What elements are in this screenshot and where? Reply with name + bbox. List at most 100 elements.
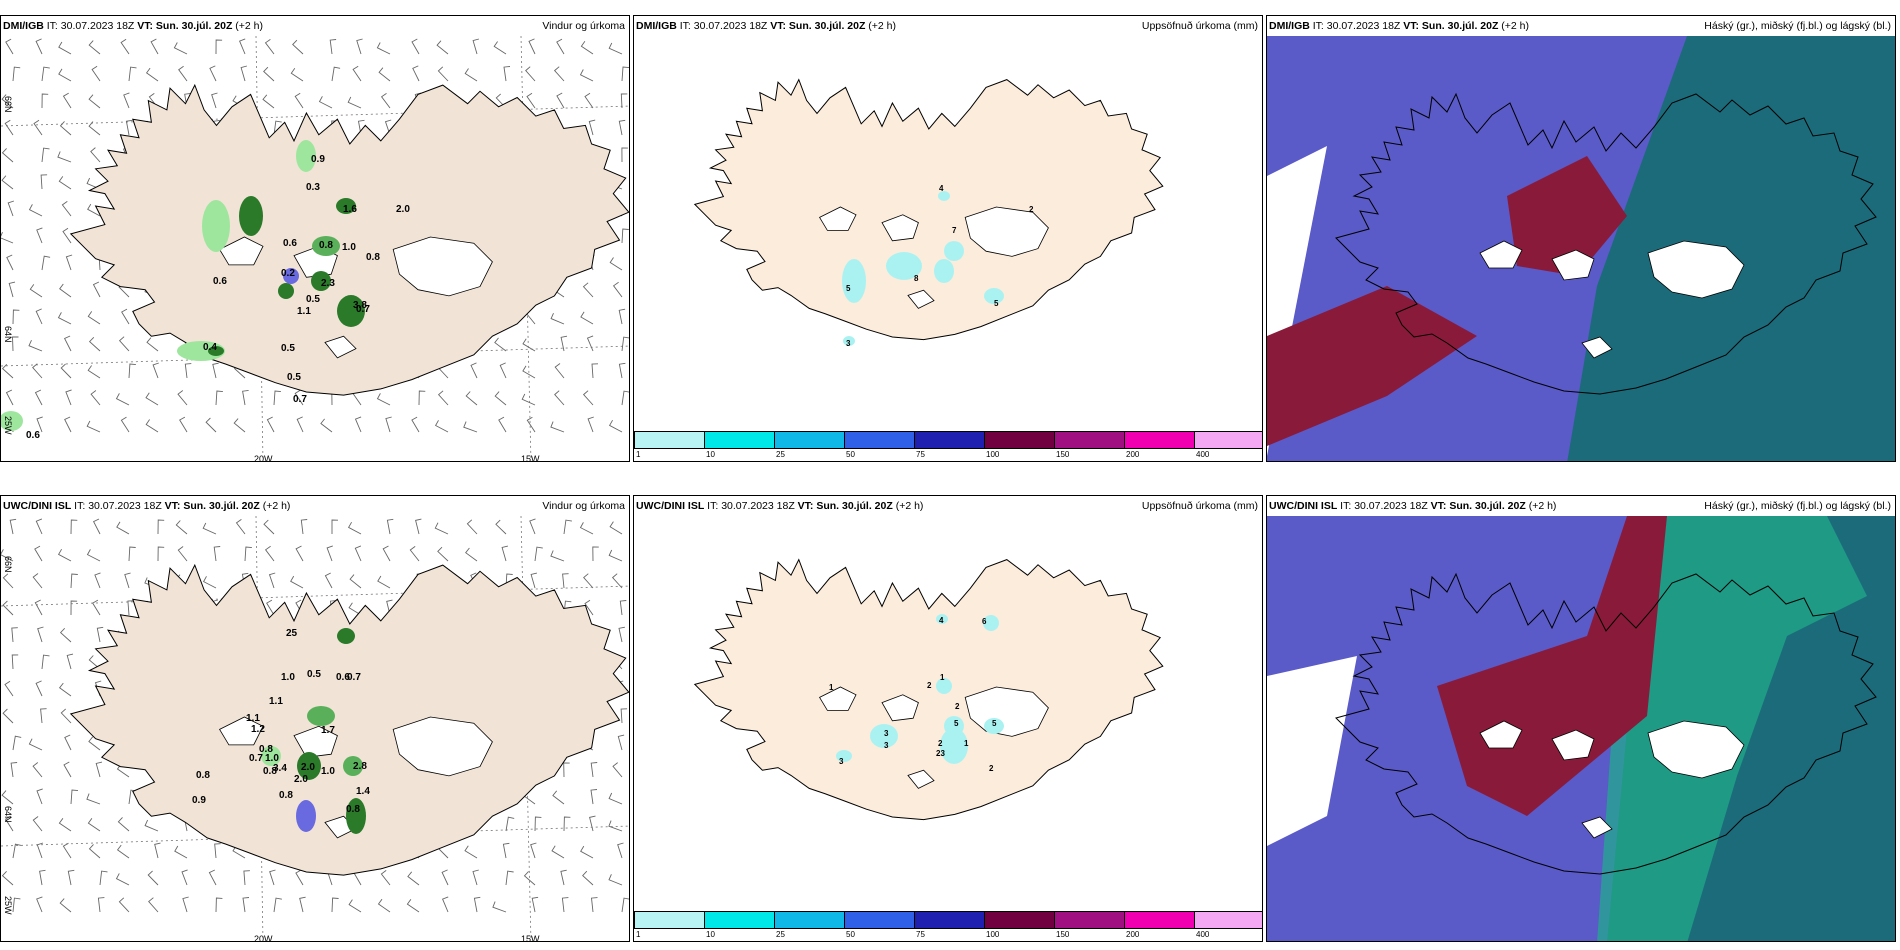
glacier-outline: [219, 236, 264, 266]
wind-barb: [492, 901, 507, 913]
colorbar-tick-label: 400: [1196, 930, 1210, 939]
wind-barb: [41, 654, 50, 670]
wind-barb: [32, 762, 43, 778]
wind-barb: [145, 392, 159, 406]
wind-barb: [244, 546, 252, 562]
longitude-line: [255, 516, 264, 941]
colorbar-swatch: [984, 911, 1055, 929]
wind-barb: [522, 365, 536, 379]
cloud-cover-map: [1267, 36, 1895, 461]
colorbar-tick-label: 50: [846, 930, 855, 939]
precip-value-label: 0.7: [356, 304, 370, 315]
lat-64n-label: 64N: [3, 326, 13, 343]
wind-barb: [63, 335, 72, 352]
wind-barb: [386, 599, 393, 616]
wind-barb: [1, 363, 14, 379]
wind-barb: [1, 790, 14, 805]
wind-barb: [552, 790, 565, 805]
high-cloud-band: [1597, 516, 1867, 941]
lon-25w-label: 25W: [3, 416, 13, 435]
wind-barb: [290, 575, 304, 589]
wind-barb: [621, 147, 628, 163]
precip-value-label: 3: [846, 339, 851, 348]
wind-barb: [28, 204, 43, 217]
wind-barb: [178, 65, 188, 82]
wind-barb: [116, 844, 130, 859]
panel-dmi-clouds: DMI/IGB IT: 30.07.2023 18Z VT: Sun. 30.j…: [1266, 15, 1896, 462]
colorbar-tick-label: 400: [1196, 450, 1210, 459]
wind-barb: [4, 680, 14, 697]
precip-value-label: 3: [884, 741, 889, 750]
wind-barb: [588, 119, 596, 136]
wind-barb: [115, 393, 130, 406]
wind-barb: [235, 519, 246, 535]
glacier-outline: [392, 236, 493, 297]
glacier-outline: [881, 694, 919, 722]
wind-barb: [621, 228, 629, 244]
precip-area: [984, 288, 1004, 304]
panel-uwc-wind-precip: UWC/DINI ISL IT: 30.07.2023 18Z VT: Sun.…: [0, 495, 630, 942]
wind-barb: [12, 735, 22, 751]
wind-barb: [70, 573, 78, 589]
precip-value-label: 1.1: [269, 696, 283, 707]
wind-barb: [299, 896, 306, 913]
wind-barb: [34, 545, 43, 562]
wind-barb: [556, 92, 565, 109]
colorbar-swatch: [1194, 911, 1262, 929]
wind-barb: [58, 176, 72, 190]
wind-barb: [294, 92, 304, 109]
wind-barb: [584, 599, 594, 616]
precip-value-label: 3.4: [273, 763, 287, 774]
wind-barb: [37, 626, 44, 643]
iceland-map: [69, 83, 629, 396]
precip-area: [239, 196, 263, 236]
precip-value-label: 2.0: [294, 774, 308, 785]
precip-value-label: 5: [992, 719, 997, 728]
precip-value-label: 1.1: [246, 713, 260, 724]
wind-barb: [87, 365, 101, 379]
wind-barb: [463, 421, 478, 433]
wind-barb: [591, 363, 599, 379]
precip-value-label: 0.9: [192, 795, 206, 806]
wind-barb: [437, 66, 449, 82]
wind-barb: [29, 284, 43, 298]
accum-areas: [836, 614, 1004, 764]
high-cloud: [1567, 36, 1895, 461]
wind-barb: [175, 520, 188, 535]
colorbar-tick-label: 200: [1126, 930, 1140, 939]
precip-value-label: 5: [954, 719, 959, 728]
wind-barb: [88, 736, 101, 751]
wind-barb: [36, 896, 43, 913]
precip-area: [296, 140, 316, 172]
panel-dmi-wind-precip: DMI/IGB IT: 30.07.2023 18Z VT: Sun. 30.j…: [0, 15, 630, 462]
wind-barb: [118, 336, 130, 352]
wind-barb: [33, 119, 43, 136]
precip-value-label: 1.0: [281, 672, 295, 683]
wind-barb: [182, 896, 189, 913]
wind-barb: [494, 337, 507, 352]
precip-area: [202, 200, 230, 252]
wind-barb: [41, 255, 51, 271]
precip-value-label: 2.0: [396, 204, 410, 215]
panel-header: DMI/IGB IT: 30.07.2023 18Z VT: Sun. 30.j…: [634, 16, 1262, 36]
panel-title: Háský (gr.), miðský (fj.bl.) og lágský (…: [1704, 500, 1891, 512]
glacier-outline: [1581, 816, 1613, 839]
wind-barb: [157, 519, 165, 535]
precip-value-label: 0.6: [283, 238, 297, 249]
lon-20w-label: 20W: [254, 934, 273, 942]
wind-barb: [86, 549, 101, 562]
precip-value-label: 2: [989, 764, 994, 773]
wind-barb: [148, 897, 159, 913]
precip-area: [311, 271, 331, 291]
wind-barb: [208, 869, 217, 886]
wind-barb: [36, 842, 44, 859]
wind-barb: [11, 627, 18, 643]
wind-barb: [583, 573, 594, 589]
glacier-outline: [219, 716, 264, 746]
wind-barb: [534, 816, 542, 832]
wind-barb: [212, 362, 219, 379]
wind-barb: [177, 546, 188, 562]
wind-barb: [154, 842, 161, 859]
precip-value-label: 0.8: [346, 804, 360, 815]
